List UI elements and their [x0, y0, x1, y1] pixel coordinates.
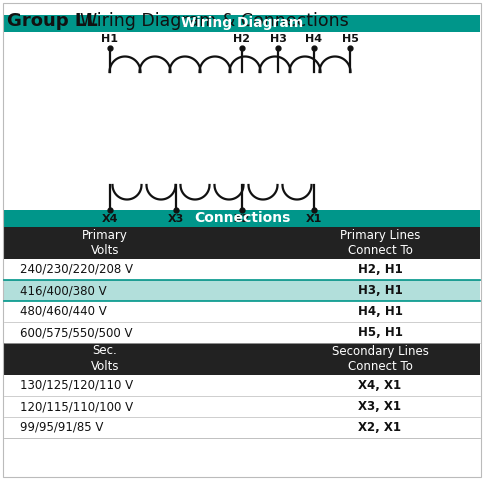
Text: 416/400/380 V: 416/400/380 V	[20, 284, 106, 297]
Text: Group LL: Group LL	[7, 12, 98, 30]
Text: H1: H1	[102, 34, 119, 44]
Text: Primary
Volts: Primary Volts	[82, 228, 128, 257]
Bar	[4, 227, 480, 259]
Text: 480/460/440 V: 480/460/440 V	[20, 305, 107, 318]
Text: X2: X2	[234, 214, 250, 224]
Text: 99/95/91/85 V: 99/95/91/85 V	[20, 421, 104, 434]
Text: Connections: Connections	[194, 212, 290, 226]
Bar	[4, 15, 480, 32]
Text: X1: X1	[306, 214, 322, 224]
Text: H2, H1: H2, H1	[358, 263, 402, 276]
Text: H5: H5	[342, 34, 359, 44]
Text: H4: H4	[305, 34, 322, 44]
Bar	[4, 280, 480, 301]
Text: Wiring Diagram & Connections: Wiring Diagram & Connections	[80, 12, 349, 30]
Text: Primary Lines
Connect To: Primary Lines Connect To	[340, 228, 420, 257]
Text: 130/125/120/110 V: 130/125/120/110 V	[20, 379, 133, 392]
Text: Sec.
Volts: Sec. Volts	[91, 345, 119, 373]
Text: X4, X1: X4, X1	[359, 379, 402, 392]
Text: H4, H1: H4, H1	[358, 305, 402, 318]
Text: X4: X4	[102, 214, 118, 224]
Bar	[4, 343, 480, 375]
Text: X2, X1: X2, X1	[359, 421, 402, 434]
Text: X3, X1: X3, X1	[359, 400, 402, 413]
Text: H5, H1: H5, H1	[358, 326, 402, 339]
Text: H3, H1: H3, H1	[358, 284, 402, 297]
Bar	[4, 210, 480, 227]
Text: Wiring Diagram: Wiring Diagram	[181, 16, 303, 31]
Text: Secondary Lines
Connect To: Secondary Lines Connect To	[332, 345, 428, 373]
Text: 600/575/550/500 V: 600/575/550/500 V	[20, 326, 133, 339]
Text: H2: H2	[233, 34, 251, 44]
Text: X3: X3	[168, 214, 184, 224]
Text: H3: H3	[270, 34, 287, 44]
Text: 120/115/110/100 V: 120/115/110/100 V	[20, 400, 133, 413]
Text: 240/230/220/208 V: 240/230/220/208 V	[20, 263, 133, 276]
